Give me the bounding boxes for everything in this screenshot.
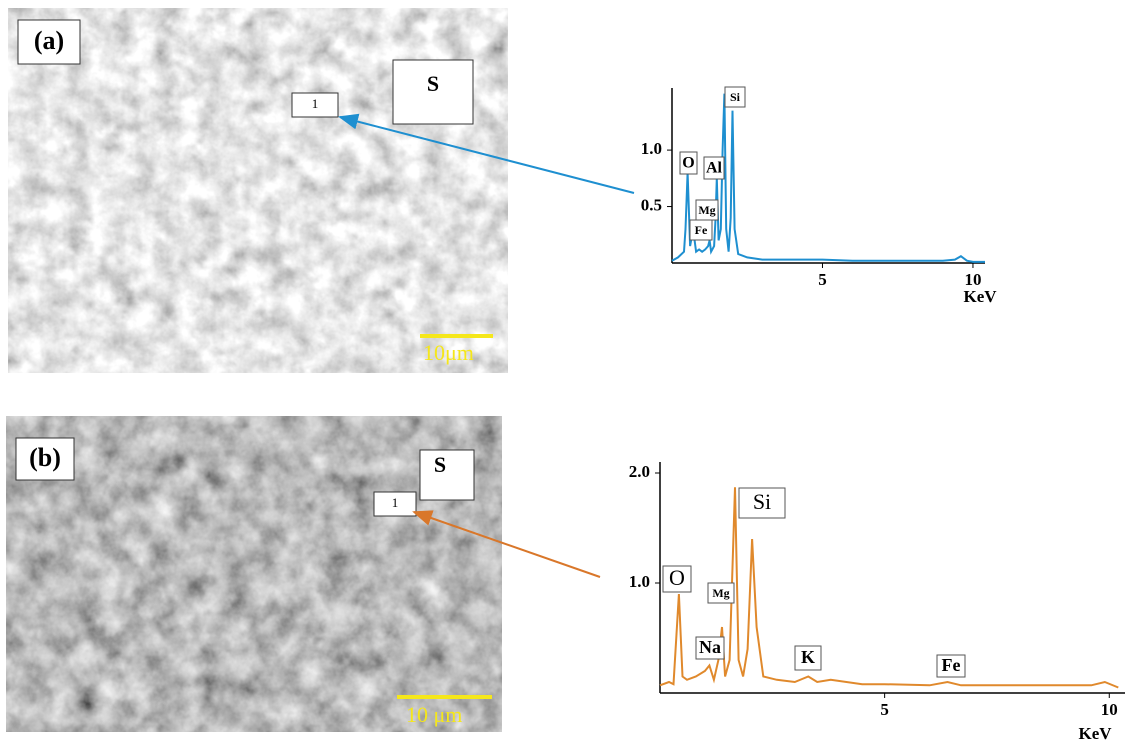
peak-label: O: [669, 565, 685, 590]
region-box: [420, 450, 474, 500]
scale-label: 10μm: [423, 340, 474, 365]
x-tick-label: 5: [880, 700, 889, 719]
region-label: S: [427, 71, 439, 96]
region-label: S: [434, 452, 446, 477]
peak-label: Na: [699, 637, 721, 657]
peak-label: Al: [706, 160, 723, 177]
x-tick-label: 5: [818, 270, 827, 289]
point-label: 1: [392, 495, 399, 510]
figure: (a) S 1 10μm (b) S 1 10 μm 0.5 1.0 5 10 KeV O…: [0, 0, 1130, 745]
y-tick-label: 2.0: [629, 462, 650, 481]
peak-label: Fe: [695, 223, 708, 237]
y-tick-label: 0.5: [641, 195, 662, 214]
x-tick-label: 10: [1101, 700, 1118, 719]
peak-label: Mg: [698, 203, 715, 217]
peak-label: K: [801, 647, 815, 667]
peak-label: Mg: [712, 586, 729, 600]
scale-label: 10 μm: [406, 702, 462, 727]
x-axis-label: KeV: [1078, 724, 1112, 743]
y-tick-label: 1.0: [641, 139, 662, 158]
peak-label: Fe: [942, 655, 961, 675]
peak-label: O: [682, 155, 694, 172]
panel-label: (a): [34, 26, 64, 55]
point-label: 1: [312, 96, 319, 111]
x-axis-label: KeV: [963, 287, 997, 306]
y-tick-label: 1.0: [629, 572, 650, 591]
peak-label: Si: [730, 90, 741, 104]
panel-label: (b): [29, 443, 61, 472]
peak-label: Si: [753, 489, 771, 514]
